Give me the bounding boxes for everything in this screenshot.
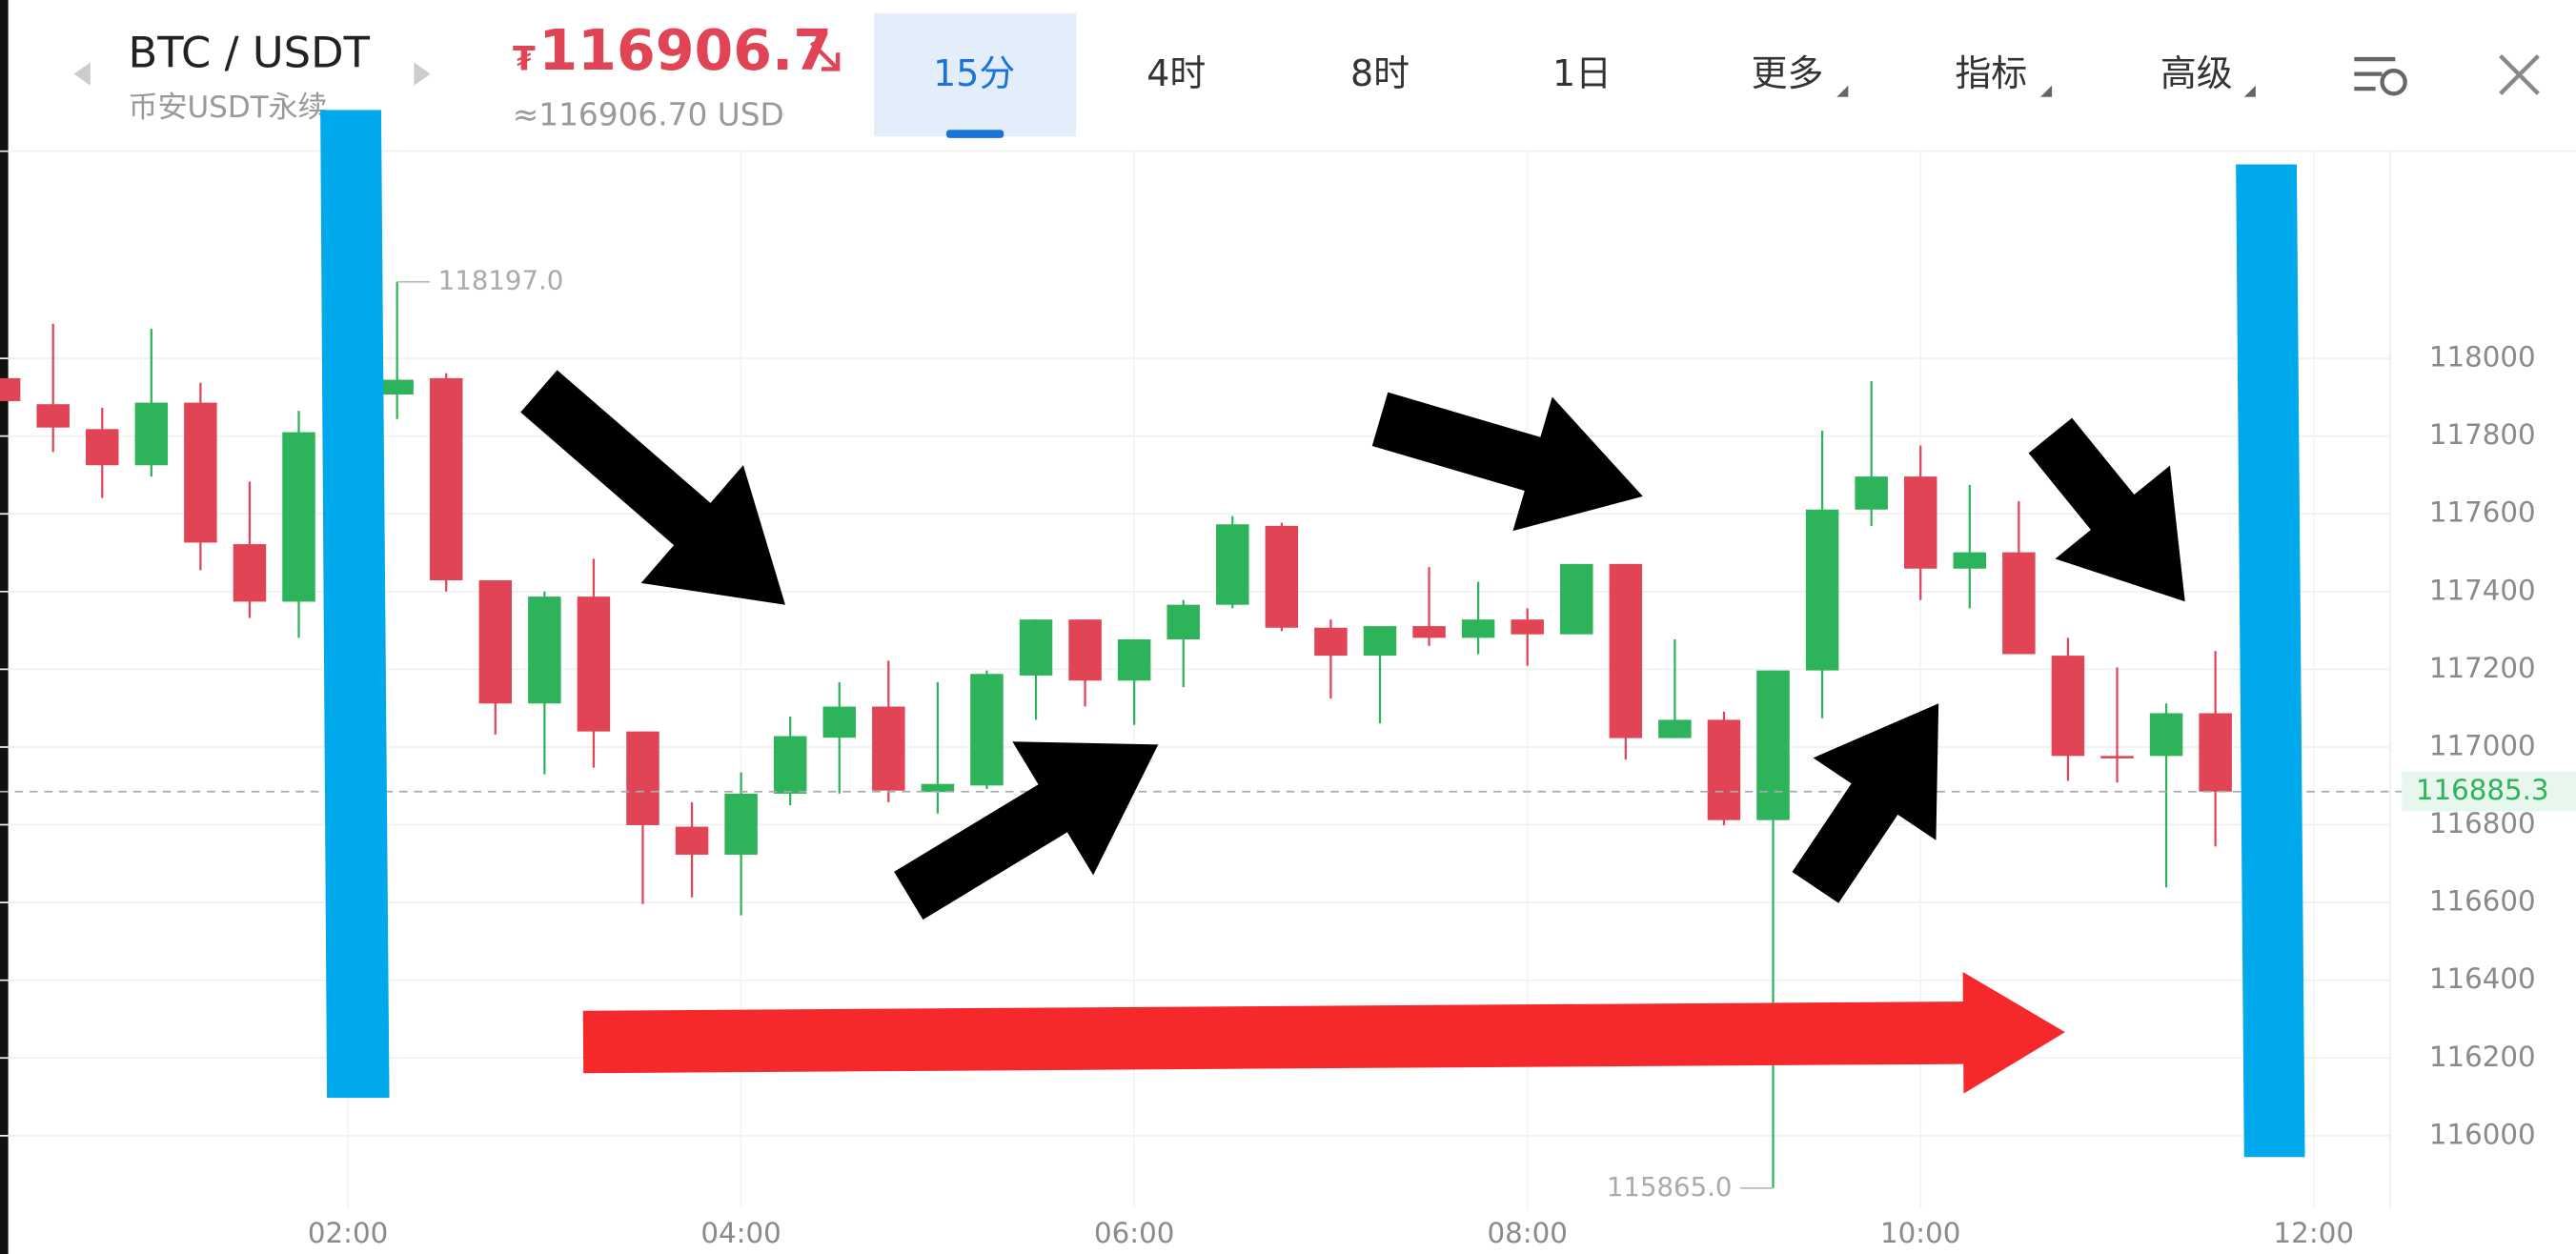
- arrow: [2028, 417, 2185, 602]
- candle-body: [282, 432, 315, 602]
- candle-body: [184, 402, 217, 543]
- last-price-label: 116885.3: [2416, 774, 2549, 806]
- marker-bar: [320, 110, 390, 1099]
- active-tab-indicator: [945, 130, 1004, 138]
- usd-price: ≈116906.70 USD: [513, 96, 784, 132]
- tab[interactable]: 指标: [1955, 52, 2027, 94]
- active-tab-bg: [874, 12, 1077, 137]
- tab[interactable]: 高级: [2160, 52, 2233, 94]
- candle-body: [2100, 756, 2134, 758]
- candle-body: [872, 706, 905, 791]
- candle-body: [1363, 626, 1397, 657]
- candle-body: [380, 379, 414, 395]
- y-tick-label: 117400: [2429, 574, 2536, 606]
- x-tick-label: 06:00: [1094, 1217, 1174, 1249]
- high-label: 118197.0: [438, 265, 564, 296]
- y-tick-label: 116600: [2429, 885, 2536, 918]
- arrow: [1371, 392, 1643, 532]
- candle-body: [1461, 619, 1495, 638]
- x-tick-label: 12:00: [2274, 1217, 2354, 1249]
- candle-body: [36, 404, 70, 428]
- candle-body: [2149, 713, 2183, 757]
- prev-symbol[interactable]: [73, 62, 91, 86]
- tab[interactable]: 4时: [1146, 52, 1206, 94]
- candle-body: [1117, 638, 1151, 681]
- candle-body: [1412, 626, 1446, 638]
- candle-body: [1265, 525, 1299, 628]
- y-tick-label: 117200: [2429, 652, 2536, 684]
- candle-body: [528, 597, 561, 704]
- exchange: 币安USDT永续: [128, 91, 327, 125]
- candle-body: [1658, 719, 1692, 738]
- annotations: [320, 110, 2305, 1158]
- dropdown-markers: [1836, 85, 2256, 97]
- candle-body: [1216, 524, 1249, 605]
- y-tick-label: 117000: [2429, 729, 2536, 761]
- candle-body: [577, 597, 611, 732]
- candle-body: [1953, 552, 1987, 569]
- y-tick-label: 116200: [2429, 1041, 2536, 1073]
- candle-body: [1166, 604, 1200, 639]
- x-tick-label: 04:00: [700, 1217, 781, 1249]
- tab[interactable]: 15分: [933, 52, 1015, 94]
- tab[interactable]: 更多: [1752, 52, 1824, 94]
- marker-bar: [2236, 164, 2305, 1158]
- y-tick-label: 116400: [2429, 962, 2536, 995]
- candle-body: [724, 793, 758, 855]
- next-symbol[interactable]: [414, 62, 431, 86]
- x-tick-label: 08:00: [1487, 1217, 1567, 1249]
- y-tick-label: 118000: [2429, 341, 2536, 374]
- y-tick-label: 116000: [2429, 1118, 2536, 1150]
- candle-body: [921, 783, 955, 793]
- arrow: [1792, 703, 1939, 903]
- chart: 116000 116200 116400 116600 116800 117000 1172…: [0, 151, 2576, 1249]
- candle-body: [2002, 552, 2036, 655]
- candle-body: [2199, 713, 2232, 792]
- candle-body: [134, 402, 169, 466]
- candle-body: [1019, 619, 1053, 676]
- price: 116906.7: [538, 18, 832, 83]
- candle-body: [773, 736, 807, 794]
- candle-body: [233, 544, 267, 602]
- candle-body: [626, 731, 659, 825]
- candle-body: [675, 826, 709, 855]
- low-label: 115865.0: [1607, 1171, 1733, 1203]
- y-tick-label: 117600: [2429, 496, 2536, 529]
- candle-body: [1756, 670, 1790, 820]
- candle-body: [1511, 619, 1544, 635]
- arrow: [894, 741, 1159, 920]
- arrow: [520, 370, 786, 605]
- candle-body: [1068, 619, 1102, 681]
- candle-body: [1805, 509, 1839, 671]
- candle-body: [1903, 476, 1937, 569]
- candle-body: [2051, 656, 2085, 757]
- candle-body: [822, 706, 856, 738]
- close-button[interactable]: [2499, 54, 2540, 95]
- last-price-tag: [2402, 772, 2576, 812]
- candle-body: [1560, 563, 1593, 635]
- candle-body: [1855, 476, 1888, 510]
- candle-body: [429, 377, 463, 580]
- y-tick-label: 117800: [2429, 418, 2536, 451]
- arrow: [582, 972, 2065, 1094]
- candle-body: [1707, 719, 1741, 820]
- currency-sign: ₮: [513, 40, 536, 78]
- tab[interactable]: 8时: [1350, 52, 1410, 94]
- symbol[interactable]: BTC / USDT: [128, 28, 370, 78]
- settings-icon[interactable]: [2354, 56, 2407, 96]
- price-down-icon: [810, 41, 841, 71]
- left-edge: [0, 0, 9, 1254]
- y-tick-label: 116800: [2429, 807, 2536, 839]
- candle-body: [0, 377, 21, 401]
- tab[interactable]: 1日: [1552, 52, 1612, 94]
- candle-body: [86, 429, 119, 466]
- candle-body: [478, 579, 513, 704]
- x-tick-label: 10:00: [1880, 1217, 1960, 1249]
- candle-body: [1609, 563, 1643, 738]
- candle-body: [970, 674, 1004, 786]
- x-tick-label: 02:00: [308, 1217, 388, 1249]
- candle-body: [1314, 627, 1348, 657]
